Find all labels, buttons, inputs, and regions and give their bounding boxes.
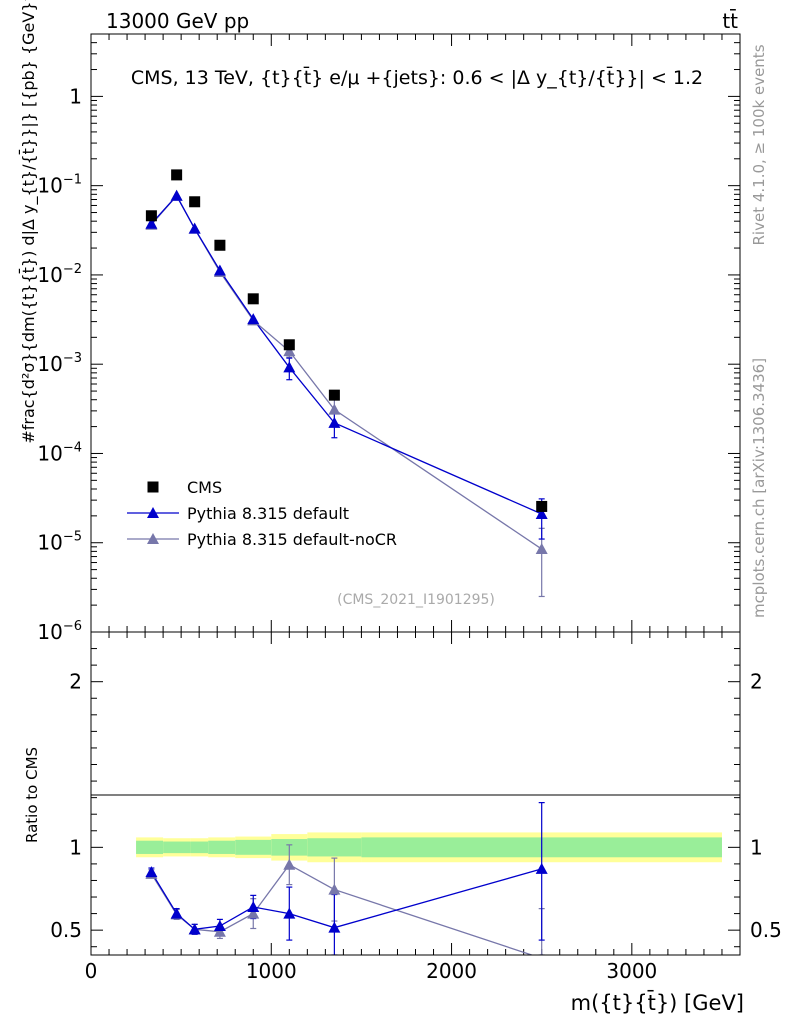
ratio-error-bars	[148, 802, 545, 955]
x-axis-label: m({t}{t̄}) [GeV]	[571, 990, 744, 1015]
header-final-state: tt̄	[722, 8, 738, 33]
main-y-tick-label: 10−4	[37, 440, 82, 465]
ratio-inner-band	[307, 838, 362, 857]
main-point-cms	[145, 210, 157, 222]
rivet-version-label: Rivet 4.1.0, ≥ 100k events	[750, 44, 768, 245]
x-tick-label: 2000	[426, 959, 477, 983]
main-series-lines	[150, 194, 543, 550]
main-y-tick-label: 10−1	[37, 173, 82, 198]
ratio-point-pythia-nocr	[283, 858, 296, 870]
main-y-axis-label: #frac{d²σ}{dm({t}{t̄}) d|Δ y_{t}/{t̄}}|}…	[19, 0, 39, 444]
main-point-pythia-default	[328, 416, 341, 428]
ratio-inner-band	[190, 841, 209, 854]
main-line-pythia-default	[150, 194, 542, 515]
main-plot-panel: 10−6 10−5 10−4 10−3 10−2 10−1 1 CMS, 13 TeV, {…	[19, 0, 741, 644]
ratio-inner-band	[235, 839, 272, 855]
ratio-y-tick-label-left: 2	[69, 670, 82, 694]
main-point-pythia-default	[283, 361, 296, 373]
ratio-point-pythia-nocr	[213, 925, 226, 937]
ratio-point-pythia-default	[213, 920, 226, 932]
ratio-line-pythia-default	[150, 868, 542, 931]
main-point-pythia-default	[247, 313, 260, 325]
main-point-pythia-nocr	[328, 403, 341, 415]
ratio-point-pythia-default	[283, 907, 296, 919]
ratio-axis-ticks	[90, 632, 741, 955]
main-watermark: (CMS_2021_I1901295)	[337, 592, 495, 608]
x-tick-label: 3000	[606, 959, 657, 983]
main-point-cms	[536, 500, 548, 512]
legend: CMS Pythia 8.315 default Pythia 8.315 defa…	[127, 478, 397, 549]
ratio-point-pythia-default	[535, 862, 548, 874]
mcplots-label: mcplots.cern.ch [arXiv:1306.3436]	[750, 358, 768, 618]
ratio-point-pythia-default	[328, 921, 341, 933]
main-error-bars	[286, 345, 545, 598]
legend-marker-pythia-nocr	[147, 533, 159, 544]
ratio-plot-frame	[90, 631, 741, 956]
legend-marker-pythia-default	[147, 507, 159, 518]
ratio-y-tick-label-left: 0.5	[50, 918, 82, 942]
ratio-inner-band	[163, 841, 191, 854]
main-point-cms	[189, 196, 201, 208]
main-point-pythia-default	[535, 507, 548, 519]
ratio-uncertainty-bands	[136, 832, 722, 863]
main-point-cms	[214, 239, 226, 251]
header-process: 13000 GeV pp	[106, 9, 249, 33]
main-point-cms	[328, 389, 340, 401]
legend-label-pythia-nocr: Pythia 8.315 default-noCR	[187, 530, 397, 549]
main-y-tick-labels: 10−6 10−5 10−4 10−3 10−2 10−1 1	[37, 84, 82, 644]
main-y-tick-label: 1	[69, 84, 82, 108]
main-y-tick-label: 10−3	[37, 351, 82, 376]
ratio-tick-labels: 0.5 0.5 1 1 2 2 0 1000 2000 3000	[50, 670, 782, 983]
ratio-y-tick-label-right: 2	[750, 670, 763, 694]
ratio-inner-band	[136, 840, 164, 854]
ratio-plot-panel: 0.5 0.5 1 1 2 2 0 1000 2000 3000 Ratio to CMS m({…	[23, 631, 782, 1015]
ratio-series-lines	[150, 863, 542, 955]
main-point-cms	[171, 169, 183, 181]
main-point-cms	[247, 293, 259, 305]
main-point-pythia-default	[188, 222, 201, 234]
main-point-pythia-default	[145, 217, 158, 229]
main-point-pythia-default	[170, 189, 183, 201]
main-point-cms	[283, 339, 295, 351]
main-title: CMS, 13 TeV, {t}{t̄} e/μ +{jets}: 0.6 < …	[131, 65, 703, 89]
ratio-point-pythia-default	[247, 900, 260, 912]
ratio-point-pythia-default	[188, 923, 201, 935]
ratio-point-pythia-nocr	[540, 952, 544, 955]
ratio-y-tick-label-right: 0.5	[750, 918, 782, 942]
legend-label-cms: CMS	[187, 478, 222, 497]
ratio-series-markers	[145, 858, 548, 955]
main-point-pythia-nocr	[535, 543, 548, 555]
main-point-pythia-nocr	[283, 345, 296, 357]
main-series-markers	[145, 169, 548, 555]
ratio-y-tick-label-left: 1	[69, 835, 82, 859]
main-y-tick-label: 10−6	[37, 619, 82, 644]
legend-label-pythia-default: Pythia 8.315 default	[187, 504, 349, 523]
ratio-line-pythia-nocr	[150, 863, 534, 955]
ratio-point-pythia-default	[145, 866, 158, 878]
ratio-inner-band	[208, 840, 236, 854]
ratio-y-axis-label: Ratio to CMS	[23, 747, 41, 843]
main-point-pythia-default	[213, 264, 226, 276]
main-y-tick-label: 10−2	[37, 262, 82, 287]
ratio-point-pythia-default	[170, 907, 183, 919]
ratio-y-tick-label-right: 1	[750, 835, 763, 859]
x-tick-label: 1000	[246, 959, 297, 983]
legend-marker-cms	[147, 481, 159, 493]
ratio-point-pythia-nocr	[328, 883, 341, 895]
main-y-tick-label: 10−5	[37, 530, 82, 555]
ratio-point-pythia-nocr	[247, 907, 260, 919]
x-tick-label: 0	[85, 959, 98, 983]
